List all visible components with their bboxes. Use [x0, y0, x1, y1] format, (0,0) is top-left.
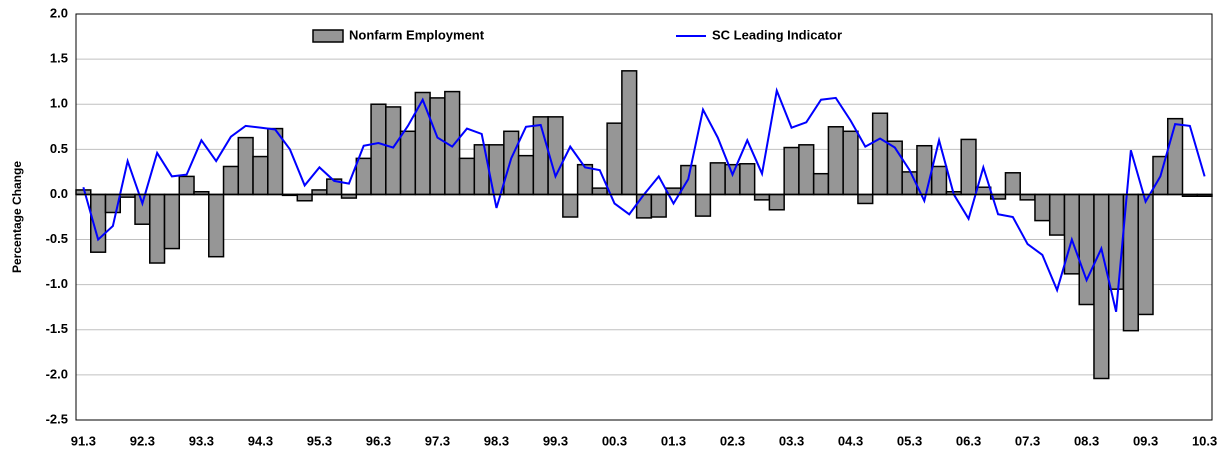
bar: [296, 193, 313, 202]
bar: [635, 193, 653, 219]
bar: [1166, 117, 1184, 196]
bar: [134, 193, 151, 225]
bar: [149, 193, 166, 264]
bar: [709, 162, 726, 196]
x-tick-label: 92.3: [130, 433, 155, 448]
bar: [385, 106, 402, 196]
bar: [1063, 193, 1080, 275]
y-tick-label: 0.0: [50, 186, 68, 201]
y-tick-label: -2.5: [46, 411, 68, 426]
bar: [1093, 193, 1110, 380]
bar: [267, 127, 284, 196]
bar: [1137, 193, 1154, 316]
bar: [458, 157, 476, 196]
bar: [812, 172, 830, 196]
legend-swatch: [312, 29, 344, 43]
bar: [591, 187, 608, 196]
plot-frame: [75, 13, 1213, 421]
bar: [916, 144, 933, 196]
legend-label: Nonfarm Employment: [349, 27, 485, 42]
x-tick-label: 07.3: [1015, 433, 1040, 448]
bar: [1078, 193, 1095, 306]
y-tick-label: -0.5: [46, 231, 68, 246]
y-tick-label: 0.5: [50, 141, 68, 156]
bar: [768, 193, 785, 211]
y-tick-label: -1.0: [46, 276, 68, 291]
x-tick-label: 94.3: [248, 433, 273, 448]
y-tick-label: -2.0: [46, 366, 68, 381]
bar: [621, 70, 638, 196]
bar: [753, 193, 771, 201]
bar: [650, 193, 667, 218]
legend-label: SC Leading Indicator: [712, 27, 842, 42]
x-tick-label: 04.3: [838, 433, 863, 448]
bar: [930, 165, 948, 196]
x-tick-label: 01.3: [661, 433, 686, 448]
x-tick-label: 98.3: [484, 433, 509, 448]
bar: [901, 171, 918, 196]
x-tick-label: 02.3: [720, 433, 745, 448]
x-tick-label: 96.3: [366, 433, 391, 448]
bar: [1004, 172, 1021, 196]
bar: [1107, 193, 1125, 290]
bar: [222, 165, 240, 196]
bar: [163, 193, 181, 250]
bar: [783, 146, 800, 196]
bar: [237, 136, 254, 196]
y-tick-label: 1.0: [50, 96, 68, 111]
bar: [842, 130, 859, 196]
bar: [252, 155, 269, 196]
bar: [857, 193, 874, 205]
bar: [517, 154, 535, 196]
bar: [208, 193, 225, 258]
bar: [178, 175, 195, 196]
bar: [960, 138, 977, 196]
x-tick-label: 93.3: [189, 433, 214, 448]
x-tick-label: 05.3: [897, 433, 922, 448]
bar: [739, 163, 756, 196]
bar: [429, 97, 446, 196]
x-tick-label: 10.3: [1192, 433, 1217, 448]
bar: [1019, 193, 1036, 201]
y-axis-label: Percentage Change: [10, 161, 24, 273]
x-tick-label: 00.3: [602, 433, 627, 448]
x-tick-label: 03.3: [779, 433, 804, 448]
bar: [827, 126, 844, 196]
x-tick-label: 95.3: [307, 433, 332, 448]
x-tick-label: 06.3: [956, 433, 981, 448]
bar: [562, 193, 579, 218]
x-tick-label: 08.3: [1074, 433, 1099, 448]
y-tick-label: 2.0: [50, 5, 68, 20]
bar: [871, 112, 889, 196]
bar: [503, 130, 520, 196]
bar: [1048, 193, 1066, 236]
y-tick-label: 1.5: [50, 51, 68, 66]
bar: [399, 130, 417, 196]
x-tick-label: 97.3: [425, 433, 450, 448]
bar: [355, 157, 372, 196]
x-tick-label: 09.3: [1133, 433, 1158, 448]
x-tick-label: 91.3: [71, 433, 96, 448]
bar: [724, 163, 741, 196]
bar: [694, 193, 712, 217]
bar: [798, 144, 815, 196]
bar: [473, 144, 490, 196]
bar: [606, 122, 623, 196]
bar: [370, 103, 387, 196]
bar: [1034, 193, 1051, 222]
y-tick-label: -1.5: [46, 321, 68, 336]
x-tick-label: 99.3: [543, 433, 568, 448]
